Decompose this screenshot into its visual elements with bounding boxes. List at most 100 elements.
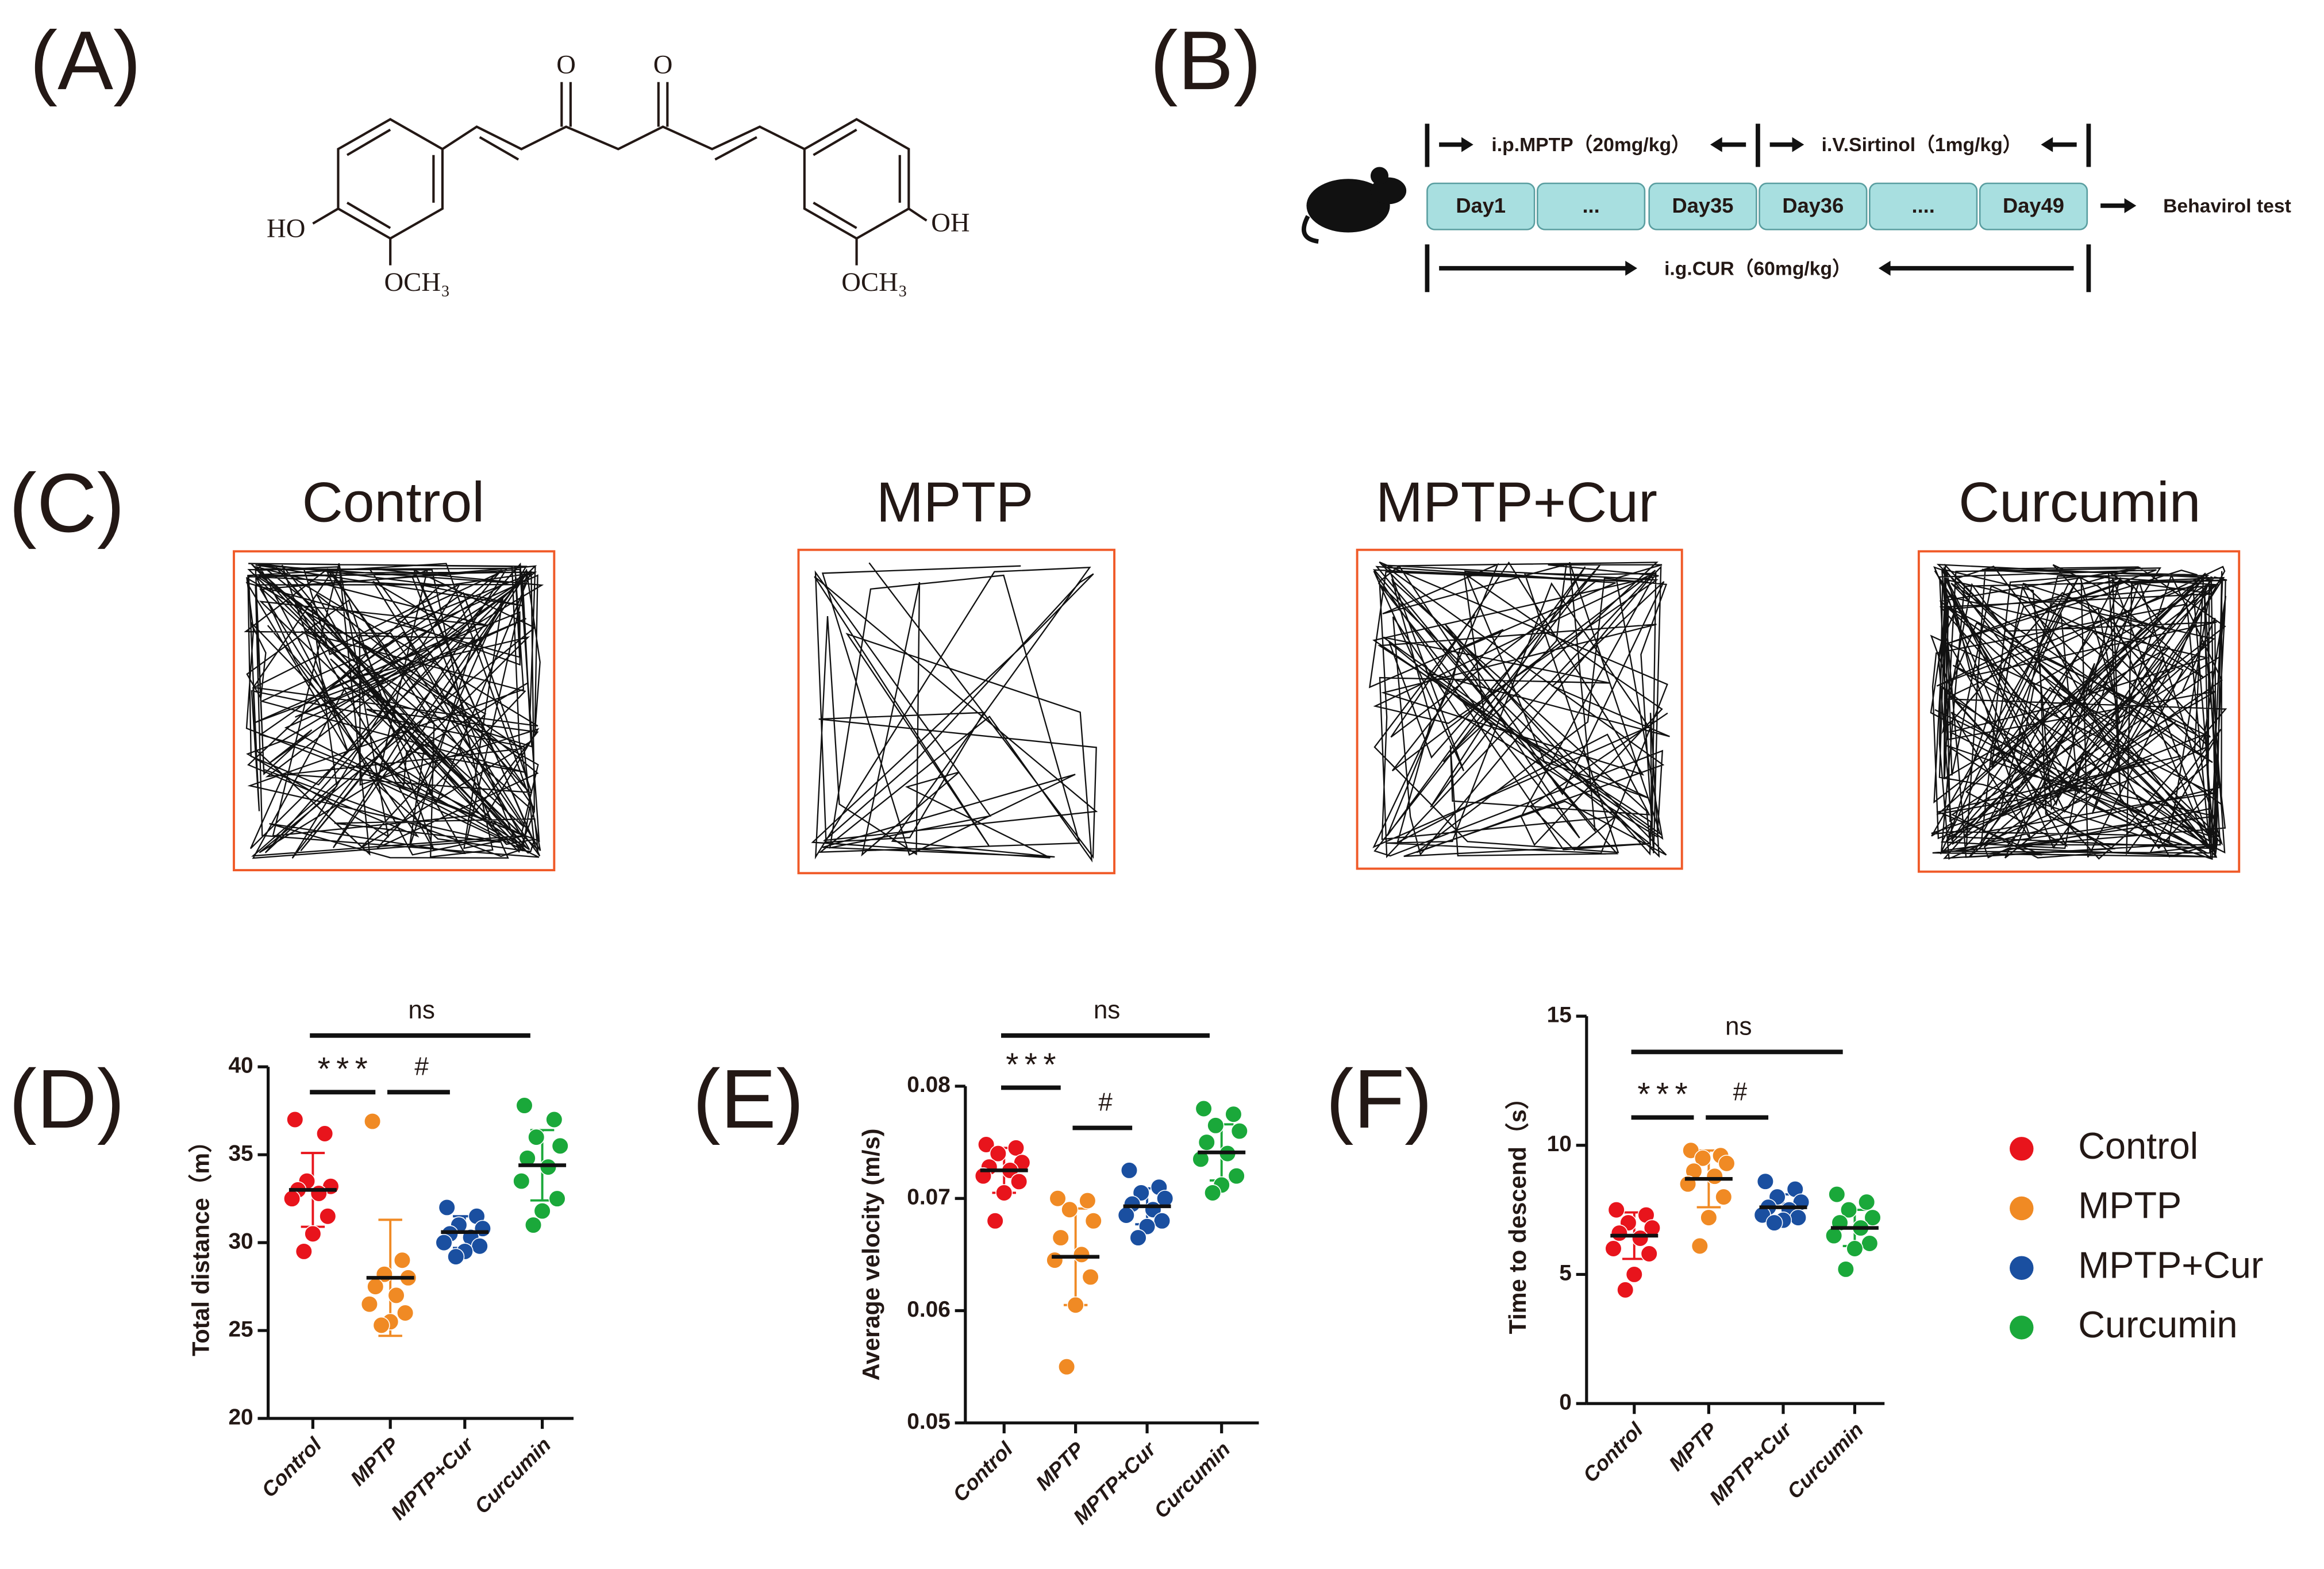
panel-label: (F): [1326, 1052, 1432, 1145]
data-point: [1607, 1201, 1625, 1219]
data-point: [986, 1212, 1004, 1230]
day-label: Day49: [2003, 194, 2064, 217]
data-point: [1153, 1212, 1171, 1230]
data-point: [989, 1145, 1007, 1163]
data-point: [1084, 1212, 1102, 1230]
data-point: [525, 1216, 542, 1234]
data-point: [1691, 1237, 1709, 1255]
day-label: Day36: [1782, 194, 1844, 217]
data-point: [1861, 1235, 1879, 1252]
data-point: [1789, 1209, 1807, 1226]
data-point: [387, 1286, 405, 1304]
data-point: [1858, 1193, 1876, 1211]
data-point: [533, 1202, 551, 1220]
data-point: [1007, 1139, 1025, 1157]
x-tick-label: MPTP: [1664, 1417, 1722, 1475]
data-point: [1632, 1229, 1649, 1247]
data-point: [1700, 1209, 1718, 1226]
data-point: [1129, 1229, 1147, 1247]
legend-label: MPTP: [2078, 1185, 2181, 1226]
y-tick-label: 0.06: [907, 1297, 951, 1322]
y-axis-label: Time to descend（s）: [1504, 1086, 1531, 1334]
panel-label: (B): [1150, 14, 1261, 107]
data-point: [1230, 1122, 1248, 1140]
legend-swatch: [2010, 1137, 2034, 1161]
legend-label: MPTP+Cur: [2078, 1244, 2263, 1286]
significance-label: #: [1098, 1089, 1113, 1117]
data-point: [545, 1110, 563, 1129]
day-box: [1426, 182, 1536, 230]
data-point: [1049, 1190, 1067, 1207]
significance-label: ***: [1637, 1076, 1694, 1113]
data-point: [515, 1097, 533, 1114]
data-point: [310, 1185, 328, 1202]
data-point: [435, 1234, 453, 1252]
track: [811, 562, 1098, 863]
day-box: [1759, 182, 1868, 230]
data-point: [1605, 1240, 1622, 1257]
x-tick-label: Curcumin: [1149, 1437, 1235, 1523]
data-point: [513, 1172, 530, 1190]
significance-label: ***: [318, 1051, 374, 1087]
treatment-label: i.p.MPTP（20mg/kg）: [1491, 134, 1690, 156]
atom: O: [556, 50, 576, 80]
day-box: [1869, 182, 1978, 230]
data-point: [1828, 1186, 1846, 1203]
x-tick-label: Control: [948, 1437, 1018, 1506]
significance-label: ns: [1094, 996, 1121, 1024]
y-tick-label: 35: [228, 1141, 253, 1166]
data-point: [1625, 1266, 1643, 1283]
data-point: [397, 1304, 414, 1322]
data-point: [393, 1251, 411, 1269]
data-point: [286, 1110, 304, 1129]
treatment-label: i.V.Sirtinol（1mg/kg）: [1822, 134, 2022, 156]
data-point: [283, 1190, 301, 1207]
data-point: [1046, 1251, 1064, 1269]
legend-label: Curcumin: [2078, 1303, 2237, 1345]
panel-label: (E): [692, 1052, 804, 1145]
significance-label: ns: [408, 996, 435, 1024]
x-tick-label: MPTP: [1031, 1437, 1089, 1495]
y-tick-label: 0.07: [907, 1185, 951, 1209]
track: [1368, 561, 1670, 859]
structure: [312, 82, 928, 266]
data-point: [372, 1316, 390, 1334]
legend-swatch: [2010, 1316, 2034, 1340]
y-tick-label: 30: [228, 1229, 253, 1253]
legend-label: Control: [2078, 1125, 2198, 1167]
data-point: [316, 1125, 334, 1143]
data-point: [447, 1248, 465, 1266]
data-point: [1198, 1133, 1215, 1151]
x-tick-label: MPTP: [346, 1432, 404, 1490]
data-point: [1120, 1162, 1138, 1179]
data-point: [1715, 1188, 1733, 1206]
data-point: [1706, 1167, 1723, 1185]
atom: OH: [931, 207, 969, 237]
panel-label: (C): [9, 456, 125, 549]
y-axis-label: Total distance（m）: [187, 1129, 214, 1356]
data-point: [1718, 1155, 1736, 1172]
data-point: [548, 1190, 566, 1207]
y-tick-label: 20: [228, 1405, 253, 1429]
data-point: [1756, 1172, 1774, 1190]
arrowheads: [1461, 137, 2137, 276]
data-point: [1207, 1117, 1225, 1135]
data-point: [1072, 1245, 1091, 1263]
x-tick-label: Curcumin: [1783, 1418, 1868, 1503]
significance-label: #: [1733, 1078, 1748, 1106]
data-point: [551, 1137, 569, 1155]
day-box: [1979, 182, 2088, 230]
data-point: [1225, 1105, 1242, 1123]
data-point: [1864, 1209, 1881, 1226]
legend-swatch: [2010, 1196, 2034, 1221]
data-point: [1195, 1099, 1213, 1118]
day-label: Day1: [1456, 194, 1506, 217]
data-point: [1204, 1184, 1222, 1202]
atom: OCH₃: [384, 267, 450, 297]
data-point: [1010, 1172, 1028, 1190]
data-point: [360, 1295, 378, 1313]
x-tick-label: Control: [1578, 1417, 1648, 1487]
mouse: [1301, 167, 1407, 244]
data-point: [1825, 1227, 1843, 1245]
day-box: [1648, 182, 1757, 230]
